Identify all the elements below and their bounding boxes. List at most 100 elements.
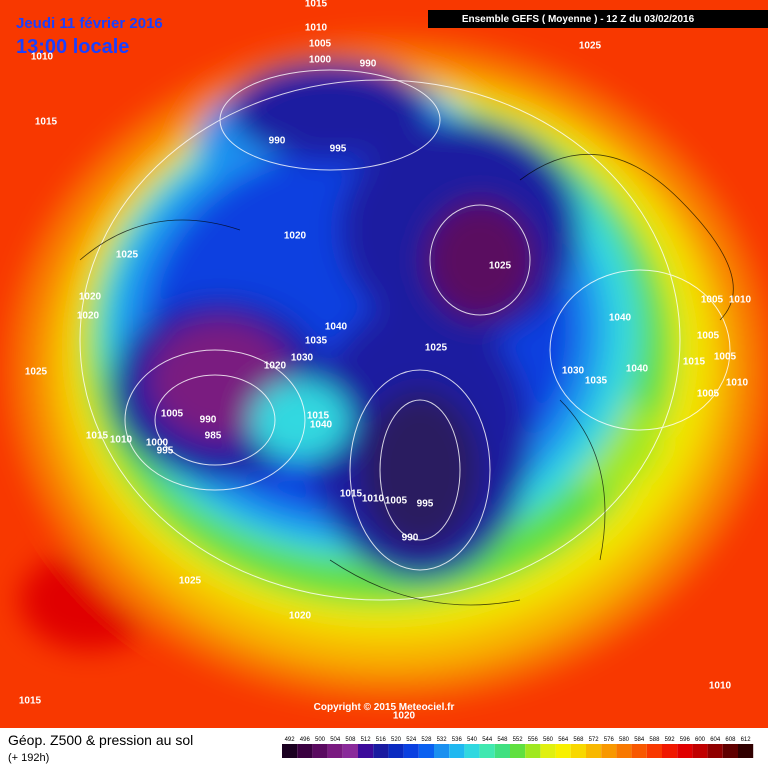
isobar-label: 1030: [291, 353, 314, 364]
legend-label: 612: [741, 737, 752, 743]
isobar-label: 1035: [585, 376, 608, 387]
isobar-label: 1020: [289, 611, 312, 622]
legend-swatch: [540, 744, 556, 758]
date: Jeudi 11 février 2016: [16, 15, 163, 32]
isobar-label: 990: [402, 533, 419, 544]
isobar-label: 1005: [309, 39, 332, 50]
isobar-label: 1020: [284, 231, 307, 242]
footer-title: Géop. Z500 & pression au sol: [8, 732, 193, 748]
legend-label: 504: [330, 737, 341, 743]
legend-swatch: [631, 744, 647, 758]
legend-label: 508: [345, 737, 356, 743]
isobar-label: 1025: [116, 250, 139, 261]
legend-swatch: [464, 744, 480, 758]
model-box: [428, 10, 768, 28]
isobar-label: 1025: [179, 576, 202, 587]
legend-swatch: [738, 744, 754, 758]
isobar-label: 1020: [79, 292, 102, 303]
time: 13:00 locale: [16, 36, 129, 58]
isobar-label: 1010: [362, 494, 385, 505]
isobar-label: 990: [269, 136, 286, 147]
isobar-label: 1020: [77, 311, 100, 322]
legend-label: 588: [649, 737, 660, 743]
legend-label: 500: [315, 737, 326, 743]
legend-swatch: [282, 744, 298, 758]
isobar-label: 1005: [714, 352, 737, 363]
legend-swatch: [677, 744, 693, 758]
legend-label: 544: [482, 737, 493, 743]
legend-label: 600: [695, 737, 706, 743]
legend-label: 532: [437, 737, 448, 743]
legend-swatch: [327, 744, 343, 758]
isobar-label: 1015: [340, 489, 363, 500]
isobar-label: 1010: [729, 295, 752, 306]
legend-swatch: [373, 744, 389, 758]
legend-label: 524: [406, 737, 417, 743]
isobar-label: 995: [157, 446, 174, 457]
isobar-label: 995: [417, 499, 434, 510]
legend-swatch: [662, 744, 678, 758]
isobar-label: 1015: [305, 0, 328, 10]
isobar-label: 1020: [393, 711, 416, 722]
legend-swatch: [601, 744, 617, 758]
legend-label: 580: [619, 737, 630, 743]
footer-lead: (+ 192h): [8, 752, 49, 764]
isobar-label: 1015: [19, 696, 42, 707]
isobar-label: 1020: [264, 361, 287, 372]
legend-label: 540: [467, 737, 478, 743]
isobar-label: 1015: [35, 117, 58, 128]
isobar-label: 1040: [325, 322, 348, 333]
legend-label: 520: [391, 737, 402, 743]
isobar-label: 1010: [110, 435, 133, 446]
legend-swatch: [616, 744, 632, 758]
legend-label: 496: [300, 737, 311, 743]
legend-swatch: [722, 744, 738, 758]
isobar-label: 1010: [305, 23, 328, 34]
copyright: Copyright © 2015 Meteociel.fr: [314, 702, 455, 713]
legend-swatch: [479, 744, 495, 758]
isobar-label: 995: [330, 144, 347, 155]
isobar-label: 1010: [726, 378, 749, 389]
model-text: Ensemble GEFS ( Moyenne ) - 12 Z du 03/0…: [462, 14, 695, 25]
legend-swatch: [358, 744, 374, 758]
legend-swatch: [570, 744, 586, 758]
isobar-label: 1005: [701, 295, 724, 306]
legend-label: 516: [376, 737, 387, 743]
legend-swatch: [646, 744, 662, 758]
legend-label: 596: [680, 737, 691, 743]
isobar-label: 985: [205, 431, 222, 442]
legend-swatch: [403, 744, 419, 758]
legend-swatch: [434, 744, 450, 758]
legend-swatch: [388, 744, 404, 758]
isobar-label: 1015: [86, 431, 109, 442]
isobar-label: 1040: [626, 364, 649, 375]
legend-label: 576: [604, 737, 615, 743]
legend-swatch: [342, 744, 358, 758]
legend-swatch: [494, 744, 510, 758]
isobar-label: 1040: [310, 420, 333, 431]
legend-label: 592: [665, 737, 676, 743]
legend-swatch: [555, 744, 571, 758]
isobar-label: 1015: [683, 357, 706, 368]
legend-label: 552: [513, 737, 524, 743]
legend-label: 492: [285, 737, 296, 743]
isobar-label: 1015: [307, 411, 330, 422]
isobar-label: 1000: [309, 55, 332, 66]
field: [0, 0, 768, 728]
isobar-label: 1030: [562, 366, 585, 377]
legend-label: 604: [710, 737, 721, 743]
legend-swatch: [449, 744, 465, 758]
isobar-label: 1005: [161, 409, 184, 420]
isobar-label: 1035: [305, 336, 328, 347]
isobar-label: 990: [360, 59, 377, 70]
isobar-label: 1040: [609, 313, 632, 324]
isobar-labels: 1015101010051000101010259901015990995102…: [19, 0, 752, 722]
legend-label: 572: [589, 737, 600, 743]
legend-label: 568: [573, 737, 584, 743]
isobar-label: 1005: [385, 496, 408, 507]
legend-label: 536: [452, 737, 463, 743]
legend-swatch: [418, 744, 434, 758]
isobar-label: 1025: [25, 367, 48, 378]
